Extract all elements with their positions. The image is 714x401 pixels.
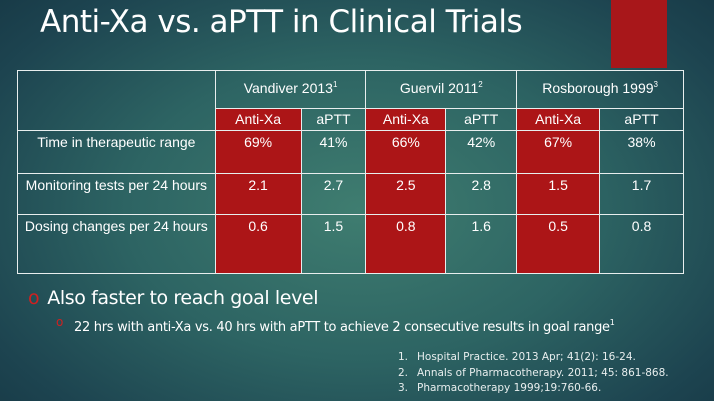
table-corner-cell [17,70,216,131]
bullet-sub: o 22 hrs with anti-Xa vs. 40 hrs with aPT… [56,315,615,335]
subheader-cell: Anti-Xa [214,108,302,131]
bullet-icon: o [56,315,64,329]
slide-title: Anti-Xa vs. aPTT in Clinical Trials [40,4,523,40]
table-row: Dosing changes per 24 hours 0.6 1.5 0.8 … [17,214,684,274]
reference-item: 1. Hospital Practice. 2013 Apr; 41(2): 16… [398,351,636,363]
table-cell: 2.1 [214,173,302,215]
bullet-icon: o [28,287,40,309]
table-cell: 2.5 [365,173,447,215]
subheader-cell: aPTT [300,108,367,131]
table-cell: 1.5 [300,214,367,274]
table-cell: 1.7 [599,173,684,215]
table-cell: 66% [365,130,447,174]
table-cell: 0.6 [214,214,302,274]
bullet-text: 22 hrs with anti-Xa vs. 40 hrs with aPTT… [74,320,610,335]
row-label: Monitoring tests per 24 hours [17,173,216,215]
table-cell: 67% [516,130,601,174]
table-cell: 38% [599,130,684,174]
table-cell: 1.6 [445,214,518,274]
subheader-cell: aPTT [445,108,518,131]
table-cell: 2.7 [300,173,367,215]
comparison-table: Vandiver 20131 Guervil 20112 Rosborough … [17,70,684,274]
subheader-cell: Anti-Xa [516,108,601,131]
table-cell: 0.5 [516,214,601,274]
references-list: 1. Hospital Practice. 2013 Apr; 41(2): 16… [398,350,669,397]
study-header: Rosborough 19993 [516,70,684,109]
subheader-cell: aPTT [599,108,684,131]
table-cell: 1.5 [516,173,601,215]
table-cell: 41% [300,130,367,174]
table-cell: 2.8 [445,173,518,215]
table-row: Monitoring tests per 24 hours 2.1 2.7 2.… [17,173,684,215]
reference-item: 3. Pharmacotherapy 1999;19:760-66. [398,382,602,394]
subheader-cell: Anti-Xa [365,108,447,131]
table-header-row: Vandiver 20131 Guervil 20112 Rosborough … [17,70,684,131]
table-cell: 42% [445,130,518,174]
row-label: Dosing changes per 24 hours [17,214,216,274]
table-cell: 69% [214,130,302,174]
table-cell: 0.8 [365,214,447,274]
table-row: Time in therapeutic range 69% 41% 66% 42… [17,130,684,174]
decorative-red-bar [611,0,667,68]
study-header: Guervil 20112 [365,70,518,109]
table-cell: 0.8 [599,214,684,274]
row-label: Time in therapeutic range [17,130,216,174]
bullet-main: o Also faster to reach goal level [28,287,318,309]
study-header: Vandiver 20131 [214,70,367,109]
reference-item: 2. Annals of Pharmacotherapy. 2011; 45: 8… [398,366,669,379]
bullet-text: Also faster to reach goal level [47,287,319,309]
